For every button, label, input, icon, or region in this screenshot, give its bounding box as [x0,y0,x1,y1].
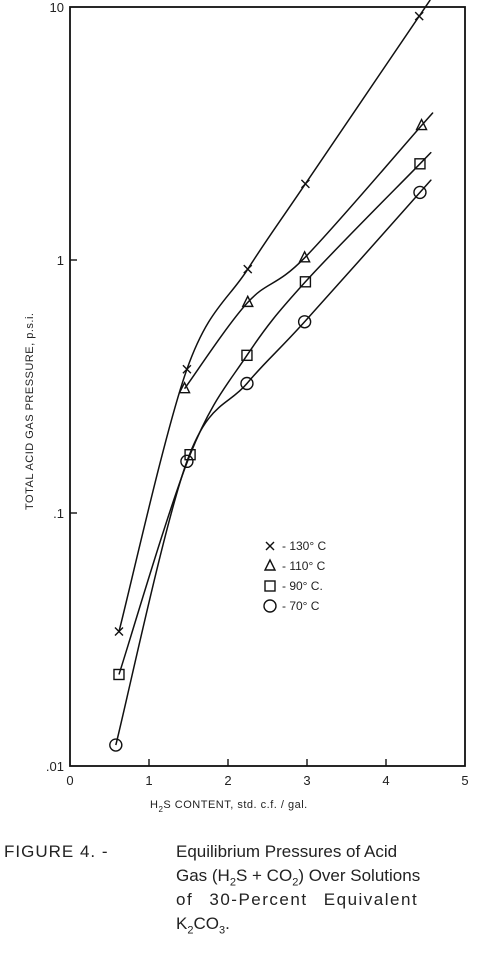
fitted-curves [115,0,434,746]
data-point [415,117,428,131]
legend-marker [263,599,277,613]
x-marker-stroke [265,541,275,551]
legend-label: - 130° C [282,539,326,553]
legend: - 130° C - 110° C - 90° C. - 70° C [263,539,326,613]
data-point [178,381,191,394]
data-point [413,185,427,200]
data-point [243,264,253,274]
x-tick-label: 5 [461,773,468,788]
data-point [414,158,426,170]
x-tick-label: 2 [224,773,231,788]
x-tick-label: 0 [66,773,73,788]
caption-line-1: Equilibrium Pressures of Acid [176,842,398,861]
data-point [297,315,312,329]
caption-line-4: K2CO3. [176,914,230,937]
legend-marker [263,558,277,571]
legend-marker [265,541,275,551]
data-point [241,294,254,308]
data-point [241,349,253,362]
plot-frame [69,6,466,767]
y-tick-label: 10 [50,0,64,15]
legend-label: - 70° C [282,599,320,613]
data-point [182,364,192,374]
legend-label: - 110° C [282,559,326,573]
series-curve [118,0,431,632]
data-point [299,276,312,288]
caption-label: FIGURE 4. - [4,842,109,861]
data-point [414,11,424,21]
y-tick-label: 1 [57,253,64,268]
data-point [300,179,310,189]
y-tick-label: .1 [53,506,64,521]
legend-label: - 90° C. [282,579,323,593]
series-curve [183,112,434,390]
x-axis-title: H2S CONTENT, std. c.f. / gal. [150,799,308,814]
x-tick-label: 1 [145,773,152,788]
x-marker-stroke [182,364,192,374]
data-point [184,448,196,461]
legend-marker [264,580,276,592]
data-point [114,627,124,637]
x-tick-label: 4 [382,773,389,788]
series-curve [115,179,432,746]
data-point [180,454,194,469]
data-point [109,738,123,752]
x-marker-stroke [300,179,310,189]
caption-line-3: of 30-Percent Equivalent [176,890,419,909]
x-marker-stroke [414,11,424,21]
figure-caption: FIGURE 4. - Equilibrium Pressures of Aci… [0,838,481,953]
data-point [298,250,311,263]
x-tick-label: 3 [303,773,310,788]
x-marker-stroke [243,264,253,274]
y-axis-title: TOTAL ACID GAS PRESSURE, p.s.i. [24,313,36,510]
x-marker-stroke [114,627,124,637]
y-tick-label: .01 [46,759,64,774]
caption-line-2: Gas (H2S + CO2) Over Solutions [176,866,421,889]
data-markers [109,11,428,752]
data-point [113,668,125,681]
data-point [240,376,254,391]
axis-ticks: 0 1 2 3 4 5 .01 .1 1 10 [46,0,469,788]
series-curve [118,151,432,675]
